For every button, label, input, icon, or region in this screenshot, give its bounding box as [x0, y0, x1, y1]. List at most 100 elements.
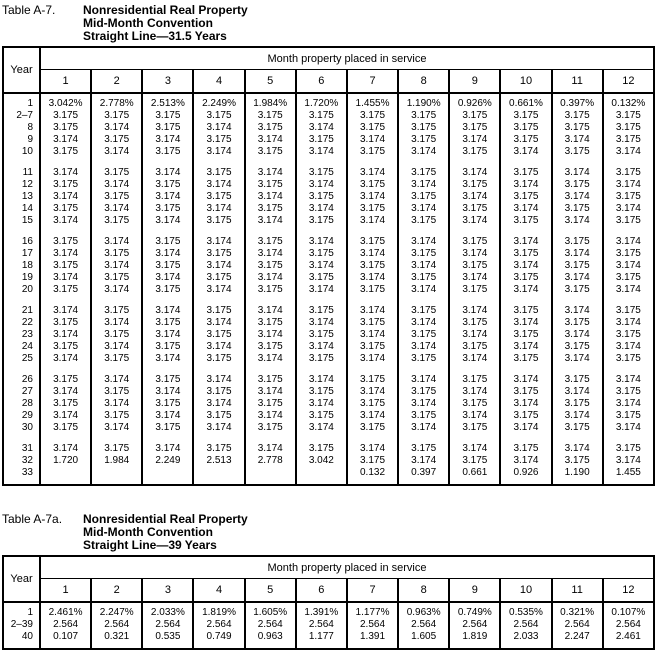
rate-cell: 3.174	[141, 248, 194, 260]
year-cell: 2–7	[3, 110, 41, 122]
year-cell: 22	[3, 317, 41, 329]
rate-cell: 1.819%	[192, 607, 245, 619]
table-title-line: Straight Line—31.5 Years	[83, 29, 227, 43]
group-spacer	[3, 643, 654, 649]
rate-cell: 3.175	[345, 203, 399, 215]
rate-cell: 1.391	[345, 631, 399, 643]
table-row: 20 3.175 3.174 3.175 3.174 3.175 3.174 3.175 3.1…	[3, 284, 654, 296]
year-cell: 27	[3, 386, 41, 398]
rate-cell: 3.175	[345, 341, 399, 353]
rate-cell: 3.175	[601, 443, 654, 455]
rate-cell: 3.174	[294, 146, 347, 158]
rate-cell: 3.175	[38, 284, 92, 296]
rate-cell: 3.175	[448, 398, 501, 410]
rate-cell: 3.174	[38, 443, 92, 455]
rate-cell: 1.190	[550, 467, 603, 479]
rate-cell: 3.174	[294, 398, 347, 410]
rate-cell: 3.175	[243, 179, 296, 191]
rate-cell: 3.174	[499, 455, 552, 467]
rate-cell: 3.174	[192, 179, 245, 191]
rate-cell: 3.174	[243, 134, 296, 146]
rate-cell: 0.749%	[448, 607, 501, 619]
rate-cell: 3.175	[243, 398, 296, 410]
rate-cell: 3.174	[90, 398, 143, 410]
rate-cell: 3.175	[243, 146, 296, 158]
rate-cell: 3.175	[601, 248, 654, 260]
rate-cell: 3.174	[397, 203, 450, 215]
rate-cell: 3.175	[448, 179, 501, 191]
rate-cell: 3.174	[294, 122, 347, 134]
year-cell: 10	[3, 146, 41, 158]
rate-cell: 0.535%	[499, 607, 552, 619]
rate-cell: 1.984	[90, 455, 143, 467]
rate-cell: 3.175	[141, 284, 194, 296]
table-title-line: Mid-Month Convention	[83, 16, 213, 30]
table-row: 32 1.720 1.984 2.249 2.513 2.778 3.042 3.175 3.1…	[3, 455, 654, 467]
table-a7-title: Nonresidential Real Property Mid-Month C…	[83, 4, 248, 43]
month-column-header: 9	[448, 578, 501, 603]
rate-cell: 3.174	[243, 386, 296, 398]
rate-cell: 3.174	[141, 191, 194, 203]
rate-cell: 3.175	[294, 386, 347, 398]
rate-cell: 3.174	[448, 134, 501, 146]
rate-cell: 3.175	[90, 191, 143, 203]
rate-cell: 3.175	[90, 329, 143, 341]
group-spacer	[3, 365, 654, 374]
rate-cell: 3.174	[38, 248, 92, 260]
rate-cell: 3.174	[345, 248, 399, 260]
rate-cell: 3.175	[243, 236, 296, 248]
rate-cell: 3.175	[38, 317, 92, 329]
month-column-header: 3	[141, 69, 194, 94]
table-row: 33 0.132 0.397 0.661 0.926 1.190 1.455	[3, 467, 654, 479]
rate-cell	[38, 467, 92, 479]
rate-cell: 3.174	[294, 236, 347, 248]
table-row: 40 0.107 0.321 0.535 0.749 0.963 1.177 1.391 1.6…	[3, 631, 654, 643]
group-spacer	[3, 602, 654, 607]
month-column-header: 1	[40, 578, 92, 603]
month-column-header: 5	[243, 578, 296, 603]
rate-cell: 0.963%	[397, 607, 450, 619]
rate-cell: 3.175	[141, 374, 194, 386]
year-cell: 14	[3, 203, 41, 215]
rate-cell: 3.175	[601, 167, 654, 179]
rate-cell: 3.174	[499, 317, 552, 329]
table-row: 25 3.174 3.175 3.174 3.175 3.174 3.175 3.174 3.1…	[3, 353, 654, 365]
rate-cell: 3.174	[397, 398, 450, 410]
rate-cell: 3.174	[90, 374, 143, 386]
rate-cell: 3.175	[38, 260, 92, 272]
rate-cell: 3.174	[601, 236, 654, 248]
table-row: 8 3.175 3.174 3.175 3.174 3.175 3.174 3.175 3.17…	[3, 122, 654, 134]
rate-cell: 3.175	[141, 260, 194, 272]
rate-cell: 3.175	[448, 284, 501, 296]
rate-cell: 1.455%	[345, 98, 399, 110]
rate-cell: 2.564	[601, 619, 654, 631]
rate-cell: 3.175	[550, 317, 603, 329]
rate-cell: 0.397	[397, 467, 450, 479]
rate-cell: 3.174	[243, 410, 296, 422]
rate-cell: 3.174	[448, 329, 501, 341]
rate-cell: 3.174	[90, 260, 143, 272]
rate-cell: 3.175	[550, 122, 603, 134]
rate-cell: 0.926	[499, 467, 552, 479]
rate-cell: 3.175	[243, 341, 296, 353]
year-cell: 8	[3, 122, 41, 134]
month-column-header: 12	[601, 69, 654, 94]
rate-cell: 1.605	[397, 631, 450, 643]
rate-cell: 3.175	[345, 110, 399, 122]
month-column-header: 2	[90, 69, 143, 94]
table-a7a-label: Table A-7a.	[2, 512, 63, 526]
rate-cell: 3.174	[38, 167, 92, 179]
rate-cell: 3.174	[141, 305, 194, 317]
rate-cell: 3.175	[294, 329, 347, 341]
rate-cell: 3.175	[141, 203, 194, 215]
rate-cell: 3.175	[90, 248, 143, 260]
rate-cell: 3.175	[499, 386, 552, 398]
table-row: 23 3.174 3.175 3.174 3.175 3.174 3.175 3.174 3.1…	[3, 329, 654, 341]
table-row: 12 3.175 3.174 3.175 3.174 3.175 3.174 3.175 3.1…	[3, 179, 654, 191]
rate-cell: 3.174	[601, 374, 654, 386]
rate-cell: 3.175	[345, 236, 399, 248]
rate-cell: 0.107	[38, 631, 92, 643]
table-a7a-title: Nonresidential Real Property Mid-Month C…	[83, 513, 248, 552]
rate-cell: 0.107%	[601, 607, 654, 619]
